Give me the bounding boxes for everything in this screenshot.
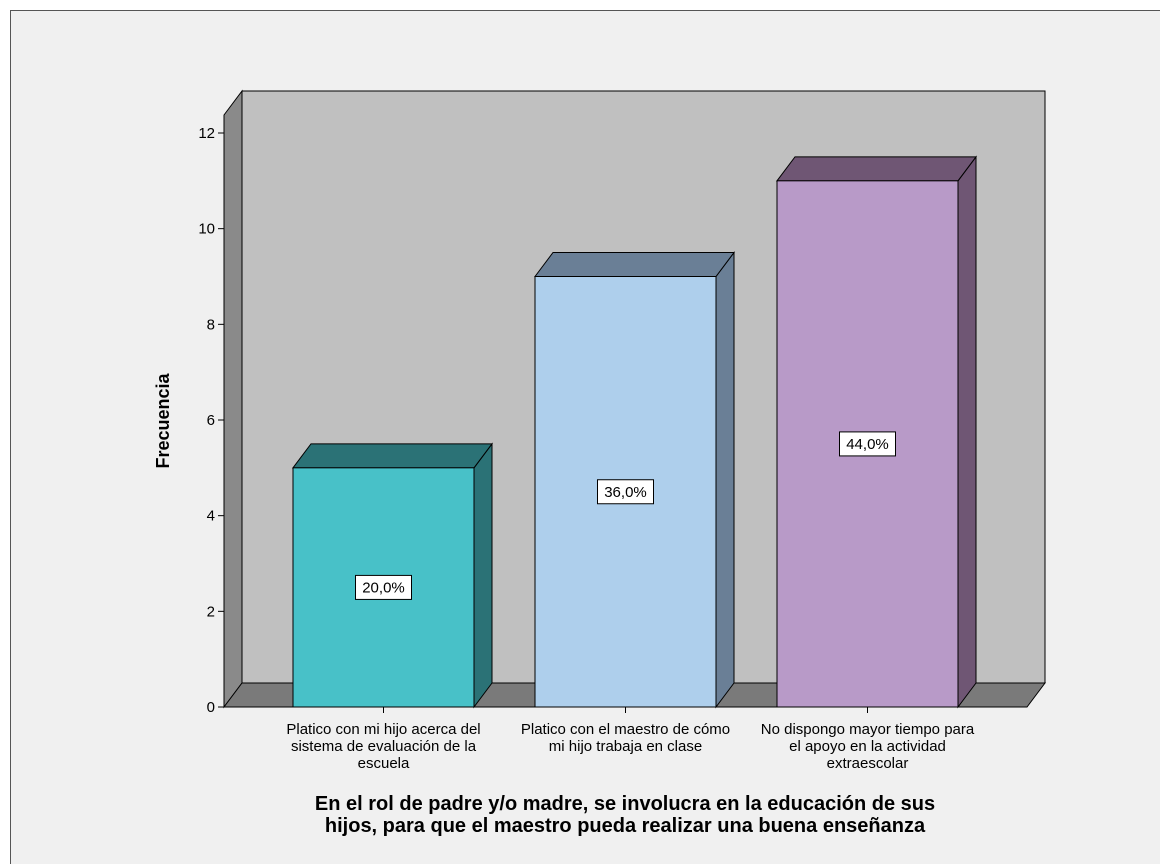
x-axis-title-line: hijos, para que el maestro pueda realiza… bbox=[325, 815, 926, 837]
x-tick-label-line: No dispongo mayor tiempo para bbox=[761, 721, 975, 738]
y-axis-title: Frecuencia bbox=[153, 372, 173, 468]
data-label: 44,0% bbox=[846, 436, 889, 453]
bars: 20,0% 36,0% 44,0% bbox=[292, 155, 977, 709]
data-label: 20,0% bbox=[362, 579, 405, 596]
x-axis-title-line: En el rol de padre y/o madre, se involuc… bbox=[315, 793, 935, 815]
x-tick-label-line: mi hijo trabaja en clase bbox=[549, 738, 702, 755]
bar-chart: 0 2 4 6 8 10 12 20,0% 36,0% 44,0% Platico con mi… bbox=[153, 89, 1046, 837]
x-tick-label-line: Platico con el maestro de cómo bbox=[521, 721, 730, 738]
x-tick-label-line: escuela bbox=[358, 755, 410, 772]
x-axis-title: En el rol de padre y/o madre, se involuc… bbox=[315, 793, 935, 837]
x-tick-label: Platico con el maestro de cómo mi hijo tr… bbox=[521, 721, 730, 755]
bar-group: 44,0% bbox=[776, 155, 977, 709]
y-tick-label: 10 bbox=[198, 221, 215, 238]
data-label: 36,0% bbox=[604, 484, 647, 501]
bar-top bbox=[292, 443, 493, 469]
bar-side bbox=[715, 251, 735, 709]
plot-side-wall bbox=[223, 89, 243, 709]
x-tick-label-line: extraescolar bbox=[827, 755, 909, 772]
bar-top bbox=[776, 156, 977, 182]
bar-group: 36,0% bbox=[534, 251, 735, 709]
x-axis: Platico con mi hijo acerca del sistema de… bbox=[224, 706, 1027, 772]
x-tick-label-line: Platico con mi hijo acerca del bbox=[286, 721, 480, 738]
y-tick-label: 2 bbox=[207, 603, 215, 620]
x-tick-label-line: sistema de evaluación de la bbox=[291, 738, 477, 755]
y-tick-label: 4 bbox=[207, 508, 215, 525]
y-axis: 0 2 4 6 8 10 12 bbox=[198, 115, 225, 716]
y-tick-label: 6 bbox=[207, 412, 215, 429]
x-tick-label-line: el apoyo en la actividad bbox=[789, 738, 946, 755]
x-tick-label: No dispongo mayor tiempo para el apoyo en… bbox=[761, 721, 975, 772]
y-tick-label: 8 bbox=[207, 316, 215, 333]
chart-frame: 0 2 4 6 8 10 12 20,0% 36,0% 44,0% Platico con mi… bbox=[10, 10, 1160, 864]
data-label-box bbox=[839, 431, 896, 457]
y-tick-label: 0 bbox=[207, 699, 215, 716]
x-axis-title-text: En el rol de padre y/o madre, se involuc… bbox=[315, 793, 935, 837]
y-tick-label: 12 bbox=[198, 125, 215, 142]
data-label-box bbox=[597, 479, 654, 505]
bar-group: 20,0% bbox=[292, 442, 493, 709]
bar-side bbox=[957, 155, 977, 709]
bar-side bbox=[473, 442, 493, 709]
data-label-box bbox=[355, 574, 412, 600]
x-tick-label: Platico con mi hijo acerca del sistema de… bbox=[286, 721, 480, 772]
bar-top bbox=[534, 252, 735, 277]
